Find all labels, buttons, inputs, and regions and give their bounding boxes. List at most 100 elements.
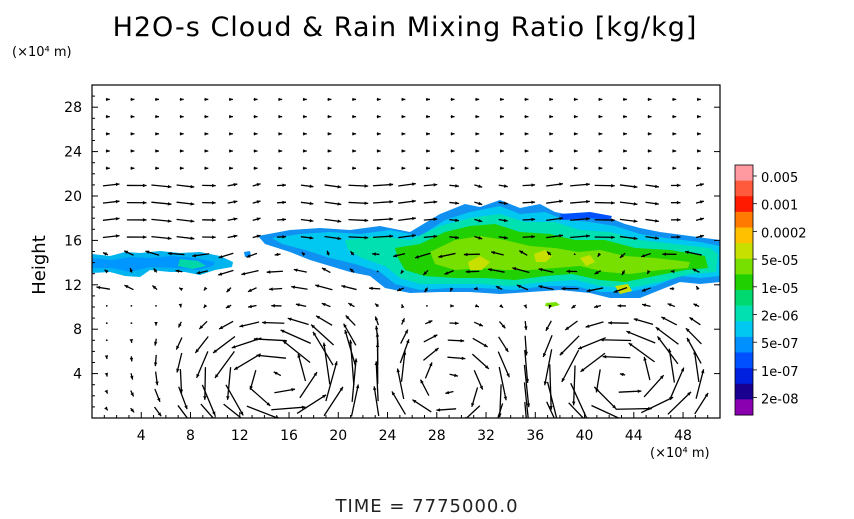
wind-vector-head <box>334 361 338 366</box>
colorbar: 0.005 0.001 0.0002 5e-05 1e-05 2e-06 5e-07 1e-0… <box>734 164 807 416</box>
wind-vector-head <box>278 166 283 170</box>
wind-vector-head <box>436 408 441 412</box>
wind-vector-head <box>655 201 659 206</box>
wind-vector-head <box>130 375 134 380</box>
wind-vector <box>312 331 334 366</box>
wind-vector-head <box>574 149 578 153</box>
wind-vector-head <box>190 184 195 189</box>
y-axis: 4 8 12 16 20 24 28 <box>64 95 720 408</box>
wind-vector-head <box>115 234 120 238</box>
x-tick-label: 24 <box>379 428 397 444</box>
wind-vector-head <box>512 267 517 271</box>
wind-vector-head <box>225 304 230 309</box>
wind-vector-head <box>231 345 236 349</box>
wind-vector <box>296 394 327 414</box>
y-tick-label: 24 <box>64 145 82 161</box>
wind-vector-head <box>454 373 458 378</box>
wind-vector-head <box>204 97 209 102</box>
x-tick-label: 48 <box>674 428 692 444</box>
wind-vector-head <box>389 182 394 187</box>
wind-vector-head <box>180 114 184 119</box>
wind-vector-head <box>516 284 521 289</box>
wind-vector-head <box>226 288 231 293</box>
wind-vector-head <box>524 97 529 102</box>
wind-vector-head <box>190 202 195 206</box>
wind-vector <box>685 327 702 345</box>
colorbar-swatch <box>735 383 753 400</box>
wind-vector-head <box>239 324 244 328</box>
wind-vector <box>201 384 216 416</box>
wind-vector-head <box>647 97 652 102</box>
wind-vector-head <box>412 234 416 238</box>
wind-vector <box>233 353 261 371</box>
wind-vector-head <box>450 149 455 153</box>
wind-vector <box>600 339 632 342</box>
wind-vector-head <box>463 252 468 257</box>
wind-vector <box>299 371 318 399</box>
wind-vector <box>643 356 651 381</box>
wind-vector-head <box>633 318 638 322</box>
wind-vector-head <box>647 114 652 119</box>
wind-vector-head <box>586 217 590 221</box>
colorbar-label: 0.0002 <box>761 226 807 241</box>
wind-vector-head <box>622 418 626 421</box>
wind-vector-head <box>455 235 459 240</box>
wind-vector-head <box>278 149 283 153</box>
wind-vector-head <box>278 97 283 102</box>
wind-vector-head <box>297 353 301 358</box>
wind-vector-head <box>167 202 172 206</box>
wind-vector-head <box>524 149 529 153</box>
wind-vector-head <box>478 201 483 206</box>
x-tick-label: 36 <box>526 428 544 444</box>
wind-vector-head <box>503 184 508 188</box>
wind-vector-head <box>621 271 626 276</box>
wind-vector-head <box>531 200 536 205</box>
wind-vector-head <box>303 166 307 170</box>
wind-vector-head <box>256 234 261 239</box>
x-axis: 4 8 12 16 20 24 28 32 36 40 44 48 <box>103 412 709 444</box>
wind-vector-head <box>597 252 602 257</box>
wind-vector-dot <box>105 304 108 307</box>
wind-vector-head <box>354 358 358 363</box>
wind-vector-head <box>352 149 357 153</box>
wind-vector-head <box>445 390 450 395</box>
wind-vector <box>546 381 558 418</box>
wind-vector <box>668 348 676 383</box>
wind-vector-head <box>433 334 438 339</box>
wind-vector-head <box>685 328 690 332</box>
colorbar-swatch <box>735 321 753 338</box>
wind-vector-head <box>352 132 357 136</box>
wind-vector-head <box>531 183 536 187</box>
wind-vector-head <box>389 234 394 239</box>
wind-vector-head <box>253 337 258 341</box>
wind-vector-head <box>401 304 405 309</box>
wind-vector-head <box>253 114 258 119</box>
wind-vector-head <box>672 114 677 119</box>
wind-vector <box>350 384 359 417</box>
wind-vector-head <box>460 339 465 343</box>
wind-vector-head <box>339 386 343 391</box>
wind-vector-head <box>247 288 252 292</box>
wind-vector-head <box>556 421 559 425</box>
wind-vector-head <box>434 348 439 352</box>
wind-vector <box>568 402 585 418</box>
wind-vector-head <box>619 372 624 377</box>
wind-vector-head <box>672 132 677 136</box>
wind-vector-head <box>282 217 287 222</box>
wind-vector-head <box>424 288 429 293</box>
wind-vector <box>694 392 709 415</box>
wind-vector-head <box>401 114 406 119</box>
wind-vector-head <box>233 234 238 239</box>
wind-vector <box>655 326 679 345</box>
wind-vector-head <box>586 182 590 187</box>
wind-vector-head <box>500 97 504 102</box>
wind-vector <box>523 382 529 418</box>
x-tick-label: 40 <box>576 428 594 444</box>
wind-vector <box>471 353 490 370</box>
wind-vector-head <box>322 394 327 399</box>
cloud-core-4 <box>580 255 595 266</box>
wind-vector-head <box>226 396 230 400</box>
wind-vector <box>497 351 510 378</box>
wind-vector-head <box>574 97 578 102</box>
wind-vector-head <box>433 234 438 239</box>
